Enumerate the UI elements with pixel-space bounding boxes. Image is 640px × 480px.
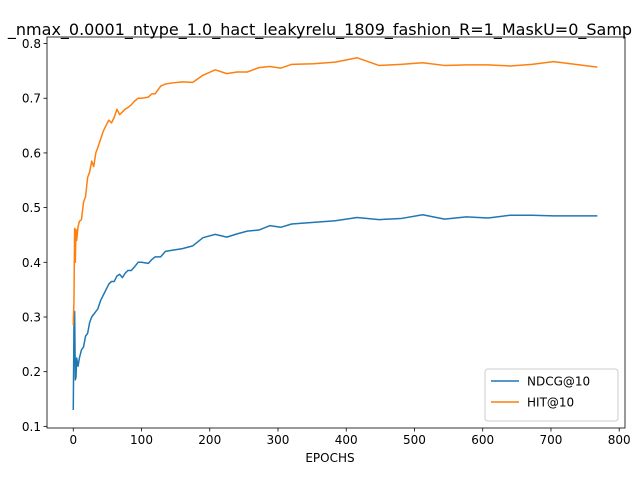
x-tick-label: 100	[130, 433, 153, 447]
series-line-hit-10	[72, 57, 598, 326]
x-tick-label: 300	[267, 433, 290, 447]
legend: NDCG@10 HIT@10	[484, 368, 619, 422]
legend-box	[484, 368, 619, 422]
chart-title: _nmax_0.0001_ntype_1.0_hact_leakyrelu_18…	[7, 20, 632, 40]
x-axis-label: EPOCHS	[305, 451, 354, 465]
x-tick-label: 800	[608, 433, 631, 447]
y-tick-label: 0.5	[22, 201, 41, 215]
y-tick-label: 0.8	[22, 37, 41, 51]
y-tick-label: 0.3	[22, 310, 41, 324]
y-tick-label: 0.4	[22, 256, 41, 270]
axes-frame	[46, 36, 626, 429]
x-tick-label: 200	[198, 433, 221, 447]
x-tick-label: 500	[403, 433, 426, 447]
y-tick-label: 0.2	[22, 365, 41, 379]
plot-area	[72, 57, 598, 410]
y-tick-label: 0.6	[22, 146, 41, 160]
legend-label: NDCG@10	[527, 375, 590, 389]
x-tick-label: 0	[69, 433, 77, 447]
axis-ticks: 0 100 200 300 400 500 600 700 800 0.1 0.2 0.3 0.4 0.5…	[22, 37, 631, 447]
x-tick-label: 600	[471, 433, 494, 447]
series-line-ndcg-10	[72, 213, 598, 410]
legend-label: HIT@10	[527, 396, 574, 410]
x-tick-label: 700	[540, 433, 563, 447]
y-tick-label: 0.7	[22, 92, 41, 106]
x-tick-label: 400	[335, 433, 358, 447]
y-tick-label: 0.1	[22, 420, 41, 434]
